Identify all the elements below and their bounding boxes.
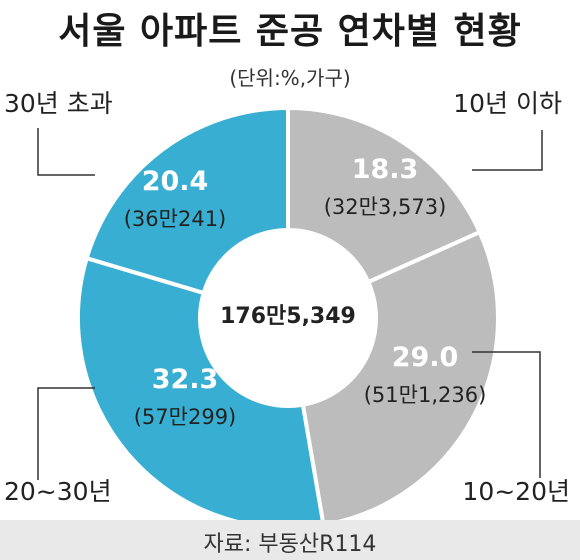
donut-slice-3 [84, 105, 290, 296]
donut-slice-0 [286, 105, 483, 285]
slice-count-label-1: (51만1,236) [364, 383, 487, 407]
slice-category-label-1: 10~20년 [462, 477, 570, 506]
slice-count-label-3: (36만241) [124, 207, 227, 231]
slice-value-label-3: 20.4 [142, 166, 209, 197]
leader-line-2 [37, 387, 95, 480]
leader-lines [37, 128, 543, 480]
slice-category-label-3: 30년 초과 [4, 89, 113, 118]
slice-count-label-0: (32만3,573) [324, 195, 447, 219]
donut-slice-1 [300, 229, 500, 520]
slice-category-label-2: 20~30년 [4, 477, 112, 506]
source-label: 자료: 부동산R114 [203, 532, 377, 557]
leader-line-1 [472, 351, 541, 478]
slice-value-label-1: 29.0 [392, 342, 459, 373]
chart-title: 서울 아파트 준공 연차별 현황 [58, 11, 522, 52]
footer-bar [0, 520, 580, 560]
donut-slices [76, 105, 500, 520]
slice-value-label-2: 32.3 [152, 364, 219, 395]
donut-slice-2 [76, 255, 325, 520]
slice-count-label-2: (57만299) [134, 405, 237, 429]
slice-value-label-0: 18.3 [352, 154, 419, 185]
center-total-label: 176만5,349 [220, 304, 356, 329]
donut-chart: 18.3 (32만3,573) 29.0 (51만1,236) 32.3 (57만299)… [4, 89, 570, 520]
slice-labels: 18.3 (32만3,573) 29.0 (51만1,236) 32.3 (57만299)… [4, 89, 570, 506]
unit-label: (단위:%,가구) [229, 66, 351, 90]
leader-line-3 [37, 128, 95, 176]
leader-line-0 [472, 130, 543, 171]
slice-category-label-0: 10년 이하 [453, 89, 562, 118]
